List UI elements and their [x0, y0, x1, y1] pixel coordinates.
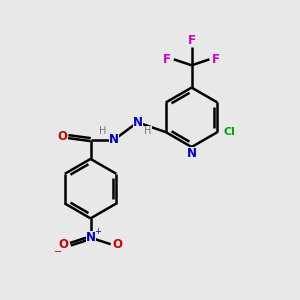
Text: N: N: [109, 133, 119, 146]
Text: N: N: [187, 147, 196, 160]
Text: H: H: [144, 126, 152, 136]
Text: O: O: [112, 238, 122, 251]
Text: O: O: [59, 238, 69, 251]
Text: O: O: [57, 130, 67, 143]
Text: +: +: [94, 226, 101, 236]
Text: F: F: [188, 34, 196, 47]
Text: F: F: [163, 53, 171, 66]
Text: H: H: [99, 126, 107, 136]
Text: N: N: [85, 231, 96, 244]
Text: Cl: Cl: [224, 127, 236, 137]
Text: N: N: [133, 116, 142, 129]
Text: −: −: [54, 247, 62, 256]
Text: F: F: [212, 53, 220, 66]
